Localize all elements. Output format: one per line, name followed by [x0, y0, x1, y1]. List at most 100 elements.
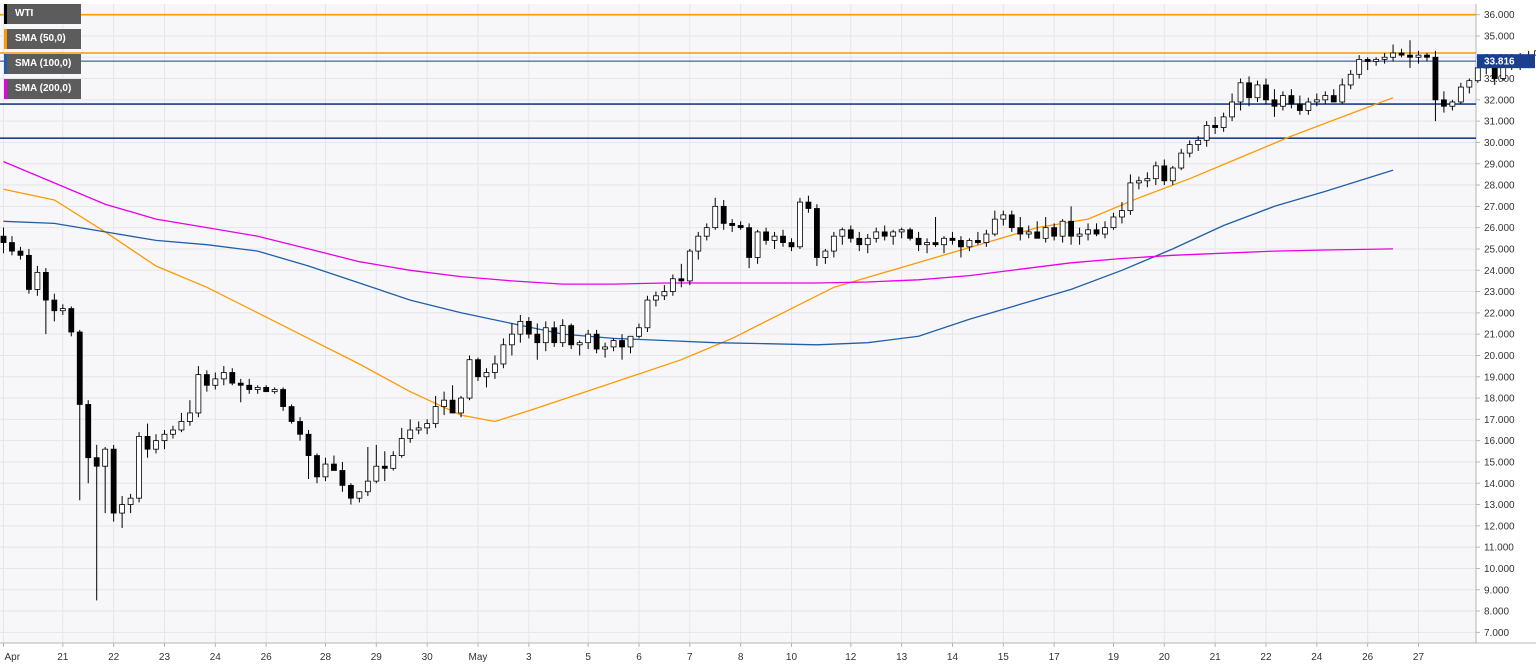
candle-body: [703, 227, 710, 237]
candle-body: [619, 340, 625, 348]
candle-body: [1212, 125, 1219, 128]
y-tick-label: 12.000: [1484, 521, 1515, 532]
candle: [305, 430, 312, 479]
candle: [1042, 217, 1049, 243]
candle-body: [1254, 84, 1261, 99]
y-tick-label: 8.000: [1484, 607, 1509, 618]
candle: [483, 368, 490, 388]
candle: [763, 227, 769, 245]
candle: [1068, 206, 1074, 245]
candle-body: [508, 333, 515, 346]
legend-item-sma200[interactable]: SMA (200,0): [4, 79, 82, 99]
candle-body: [458, 397, 464, 414]
candle-body: [1229, 101, 1235, 118]
candle-body: [1169, 167, 1176, 182]
candle-body: [593, 333, 600, 350]
candle: [297, 417, 303, 441]
candle: [170, 425, 176, 439]
candle-body: [1008, 214, 1015, 229]
candle: [958, 236, 964, 258]
legend-item-wti[interactable]: WTI: [4, 4, 82, 24]
candle-body: [974, 240, 981, 243]
candle-body: [1220, 116, 1227, 128]
candle-body: [263, 386, 270, 393]
candle-body: [644, 299, 651, 329]
y-tick-label: 25.000: [1484, 244, 1515, 255]
candle-body: [373, 465, 380, 482]
y-tick-label: 31.000: [1484, 117, 1515, 128]
candle: [568, 323, 575, 350]
candle-body: [339, 470, 346, 486]
candle: [856, 231, 863, 252]
candle: [373, 444, 380, 484]
candle-body: [237, 382, 244, 386]
candle: [508, 323, 515, 356]
candle-body: [1381, 56, 1388, 60]
candle: [271, 387, 278, 394]
candle: [534, 323, 541, 360]
candle: [1212, 116, 1219, 134]
candle-body: [627, 335, 634, 348]
candle: [178, 412, 185, 433]
candle: [59, 304, 66, 315]
x-tick-label: 12: [845, 652, 857, 663]
x-tick-label: 10: [786, 652, 798, 663]
x-tick-label: 13: [896, 652, 908, 663]
candle: [237, 378, 244, 403]
candle-body: [297, 421, 303, 435]
candle-body: [432, 406, 439, 425]
candle: [356, 491, 363, 503]
candle-body: [1534, 50, 1536, 56]
candle: [381, 451, 388, 482]
candle: [424, 419, 431, 435]
candle: [974, 231, 981, 245]
candle: [1288, 89, 1295, 109]
last-price-label: 33.816: [1484, 57, 1515, 68]
y-tick-label: 16.000: [1484, 436, 1515, 447]
legend-item-sma50[interactable]: SMA (50,0): [4, 29, 82, 49]
candle-body: [678, 278, 685, 282]
candle-body: [1093, 229, 1100, 235]
candle-body: [653, 295, 659, 301]
candle: [161, 430, 168, 450]
candle: [1356, 55, 1363, 79]
candle-body: [441, 399, 447, 407]
candle: [1119, 202, 1125, 224]
candle: [830, 231, 837, 258]
candle: [127, 493, 134, 514]
candle-body: [551, 327, 558, 344]
candle: [68, 306, 75, 337]
candle: [475, 357, 481, 382]
candle: [746, 223, 753, 269]
candle: [1051, 223, 1058, 241]
legend-item-sma100[interactable]: SMA (100,0): [4, 54, 82, 74]
candle: [42, 268, 49, 335]
candle-body: [983, 233, 990, 243]
candle-body: [1441, 99, 1447, 107]
candle-body: [68, 308, 75, 333]
candle: [314, 453, 320, 484]
candle: [254, 385, 261, 394]
candle-body: [364, 480, 371, 493]
candle: [1093, 223, 1100, 237]
x-tick-label: 5: [585, 652, 591, 663]
candle-body: [1178, 152, 1185, 169]
candle-body: [1034, 231, 1041, 239]
legend-swatch-sma100: [4, 54, 7, 74]
candle: [686, 248, 693, 286]
candle-body: [1305, 101, 1312, 111]
candle-body: [390, 455, 397, 469]
candle: [1313, 93, 1320, 107]
candle-body: [212, 378, 219, 386]
candle-body: [1000, 214, 1007, 220]
candle: [720, 199, 727, 230]
candle-body: [1449, 101, 1456, 107]
candle: [1466, 78, 1473, 94]
x-tick-label: 3: [526, 652, 532, 663]
candle: [915, 231, 922, 252]
legend-label-sma200: SMA (200,0): [15, 83, 72, 94]
candle-body: [347, 484, 354, 499]
candle: [1135, 176, 1142, 190]
